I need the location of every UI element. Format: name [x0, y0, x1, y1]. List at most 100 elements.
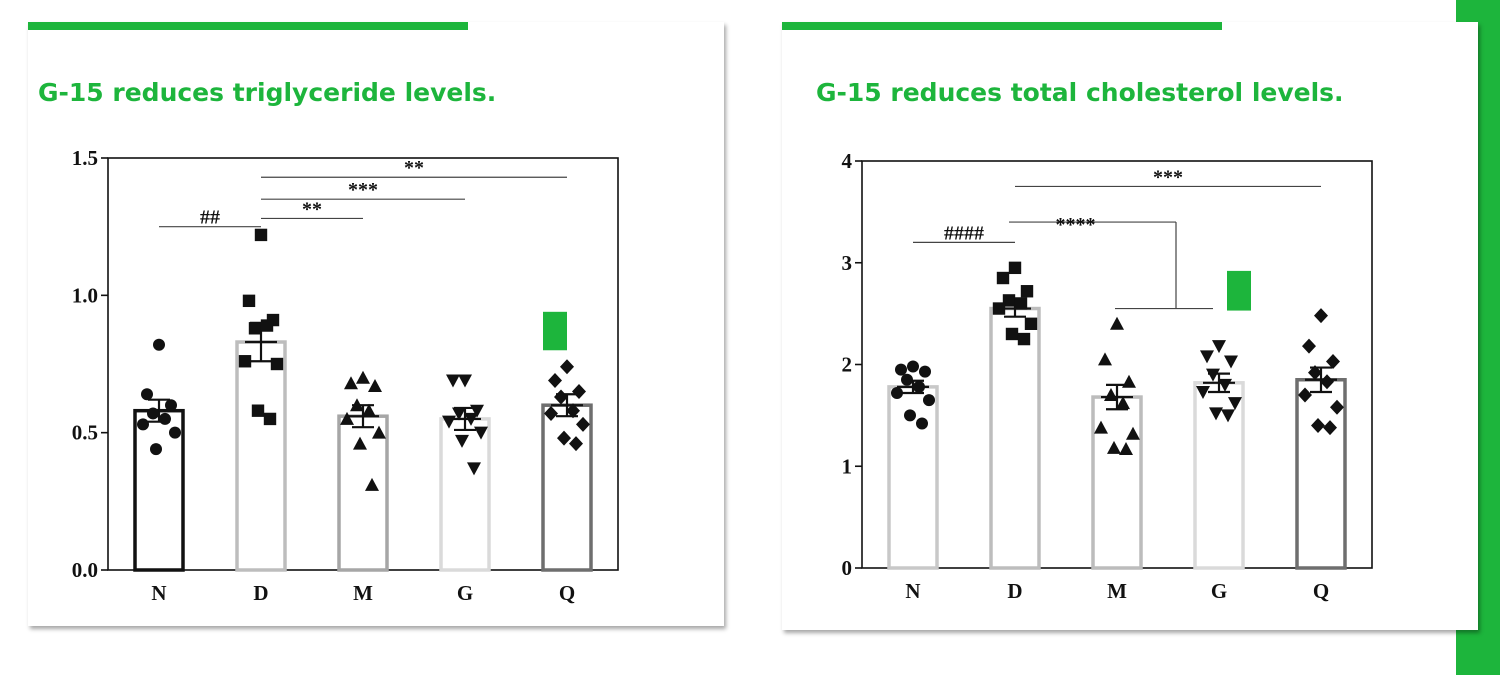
significance-label: *** [1153, 166, 1183, 188]
bar-group-G [439, 374, 491, 572]
data-point [916, 417, 928, 430]
data-point [1104, 388, 1118, 402]
bar [337, 414, 389, 572]
data-point [1221, 409, 1235, 423]
bar [235, 340, 287, 572]
data-point [368, 378, 382, 392]
data-point [1020, 285, 1034, 298]
x-tick-label: M [1107, 579, 1127, 603]
data-point [464, 412, 478, 426]
significance-label: **** [1056, 214, 1096, 236]
y-tick-label: 0 [842, 556, 853, 580]
data-point [350, 398, 364, 412]
data-point [1320, 374, 1334, 390]
data-point [340, 411, 354, 425]
data-point [372, 425, 386, 439]
data-point [442, 415, 456, 429]
bar-group-M [1091, 316, 1143, 570]
data-point [470, 404, 484, 418]
data-point [458, 374, 472, 388]
data-point [566, 403, 580, 419]
y-tick-label: 0.5 [72, 421, 98, 445]
x-tick-label: G [1211, 579, 1227, 603]
x-tick-label: G [457, 581, 473, 605]
data-point [1196, 385, 1210, 399]
data-point [270, 357, 284, 371]
data-point [992, 302, 1006, 315]
data-point [901, 373, 913, 386]
data-point [1119, 441, 1133, 455]
data-point [344, 376, 358, 390]
bar-group-M [337, 370, 389, 572]
y-tick-label: 1 [842, 454, 853, 478]
data-point [1122, 374, 1136, 388]
data-point [1298, 387, 1312, 403]
data-point [446, 374, 460, 388]
highlight-marker [543, 311, 567, 351]
data-point [1228, 397, 1242, 411]
x-tick-label: N [151, 581, 166, 605]
bar-group-N [133, 338, 185, 572]
data-point [923, 394, 935, 407]
data-point [1302, 338, 1316, 354]
y-tick-label: 0.0 [72, 558, 98, 582]
significance-label: ** [302, 198, 322, 220]
y-tick-label: 3 [842, 251, 853, 275]
data-point [919, 365, 931, 378]
data-point [1326, 353, 1340, 369]
cholesterol-panel: G-15 reduces total cholesterol levels. 0… [782, 22, 1478, 630]
data-point [467, 462, 481, 476]
data-point [452, 407, 466, 421]
significance-label: *** [348, 179, 378, 201]
data-point [1212, 340, 1226, 354]
panel-top-rule [28, 22, 468, 30]
bar-group-N [887, 360, 939, 570]
data-point [1024, 317, 1038, 330]
data-point [996, 271, 1010, 285]
data-point [1224, 355, 1238, 369]
x-tick-label: D [1007, 579, 1022, 603]
data-point [904, 409, 916, 422]
data-point [353, 436, 367, 450]
panel-title: G-15 reduces total cholesterol levels. [816, 78, 1344, 107]
significance-label: #### [944, 222, 984, 244]
panel-top-rule [782, 22, 1222, 30]
panel-title: G-15 reduces triglyceride levels. [38, 78, 497, 107]
x-tick-label: Q [1313, 579, 1329, 603]
data-point [1110, 316, 1124, 330]
x-tick-label: N [905, 579, 920, 603]
y-tick-label: 1.0 [72, 283, 98, 307]
triglyceride-bar-chart: 0.00.51.01.5N D M G Q## ******* [72, 146, 619, 605]
bar-group-D [989, 261, 1041, 570]
data-point [1209, 407, 1223, 421]
data-point [260, 319, 274, 332]
data-point [362, 403, 376, 417]
data-point [569, 436, 583, 452]
data-point [1200, 350, 1214, 364]
data-point [1308, 365, 1322, 381]
bar-group-Q [1295, 308, 1347, 570]
data-point [1094, 420, 1108, 434]
x-tick-label: Q [559, 581, 575, 605]
bar-group-D [235, 228, 287, 572]
data-point [557, 430, 571, 446]
data-point [891, 386, 903, 399]
bar [989, 306, 1041, 570]
data-point [554, 389, 568, 405]
data-point [1126, 426, 1140, 440]
bar [541, 403, 593, 572]
data-point [1002, 294, 1016, 307]
data-point [1323, 420, 1337, 436]
data-point [159, 412, 171, 425]
data-point [169, 426, 181, 439]
data-point [1017, 332, 1031, 346]
data-point [1005, 327, 1019, 341]
data-point [560, 359, 574, 375]
x-tick-label: D [253, 581, 268, 605]
data-point [147, 407, 159, 420]
data-point [1116, 396, 1130, 410]
triglyceride-panel: G-15 reduces triglyceride levels. 0.0 0.5… [28, 22, 724, 626]
data-point [137, 418, 149, 431]
data-point [153, 338, 165, 351]
y-tick-label: 1.5 [72, 146, 98, 170]
